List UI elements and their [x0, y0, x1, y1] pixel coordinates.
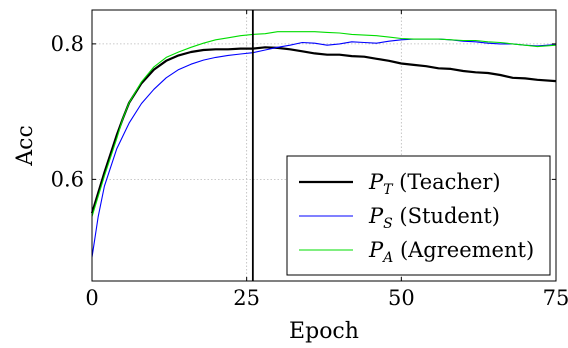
y-axis: 0.6 0.8	[51, 32, 556, 191]
legend-box	[286, 155, 551, 276]
x-tick-label-0: 0	[85, 286, 98, 310]
x-tick-label-2: 50	[388, 286, 415, 310]
x-axis: 0 25 50 75	[85, 10, 568, 310]
legend: PT (Teacher) PS (Student) PA (Agreement)	[286, 155, 551, 276]
y-tick-label-0: 0.6	[51, 167, 84, 191]
series-lines	[90, 31, 557, 258]
x-tick-label-1: 25	[233, 286, 260, 310]
series-line-s	[91, 38, 557, 258]
y-axis-label: Acc	[13, 125, 38, 167]
series-line-t	[90, 46, 557, 214]
legend-label-a: PA (Agreement)	[368, 238, 534, 266]
x-tick-label-3: 75	[543, 286, 568, 310]
y-tick-label-1: 0.8	[51, 32, 84, 56]
legend-label-t: PT (Teacher)	[368, 170, 501, 198]
legend-label-s: PS (Student)	[368, 204, 500, 232]
series-line-a	[91, 31, 557, 217]
plot-frame	[91, 9, 557, 282]
x-axis-label: Epoch	[289, 319, 359, 344]
